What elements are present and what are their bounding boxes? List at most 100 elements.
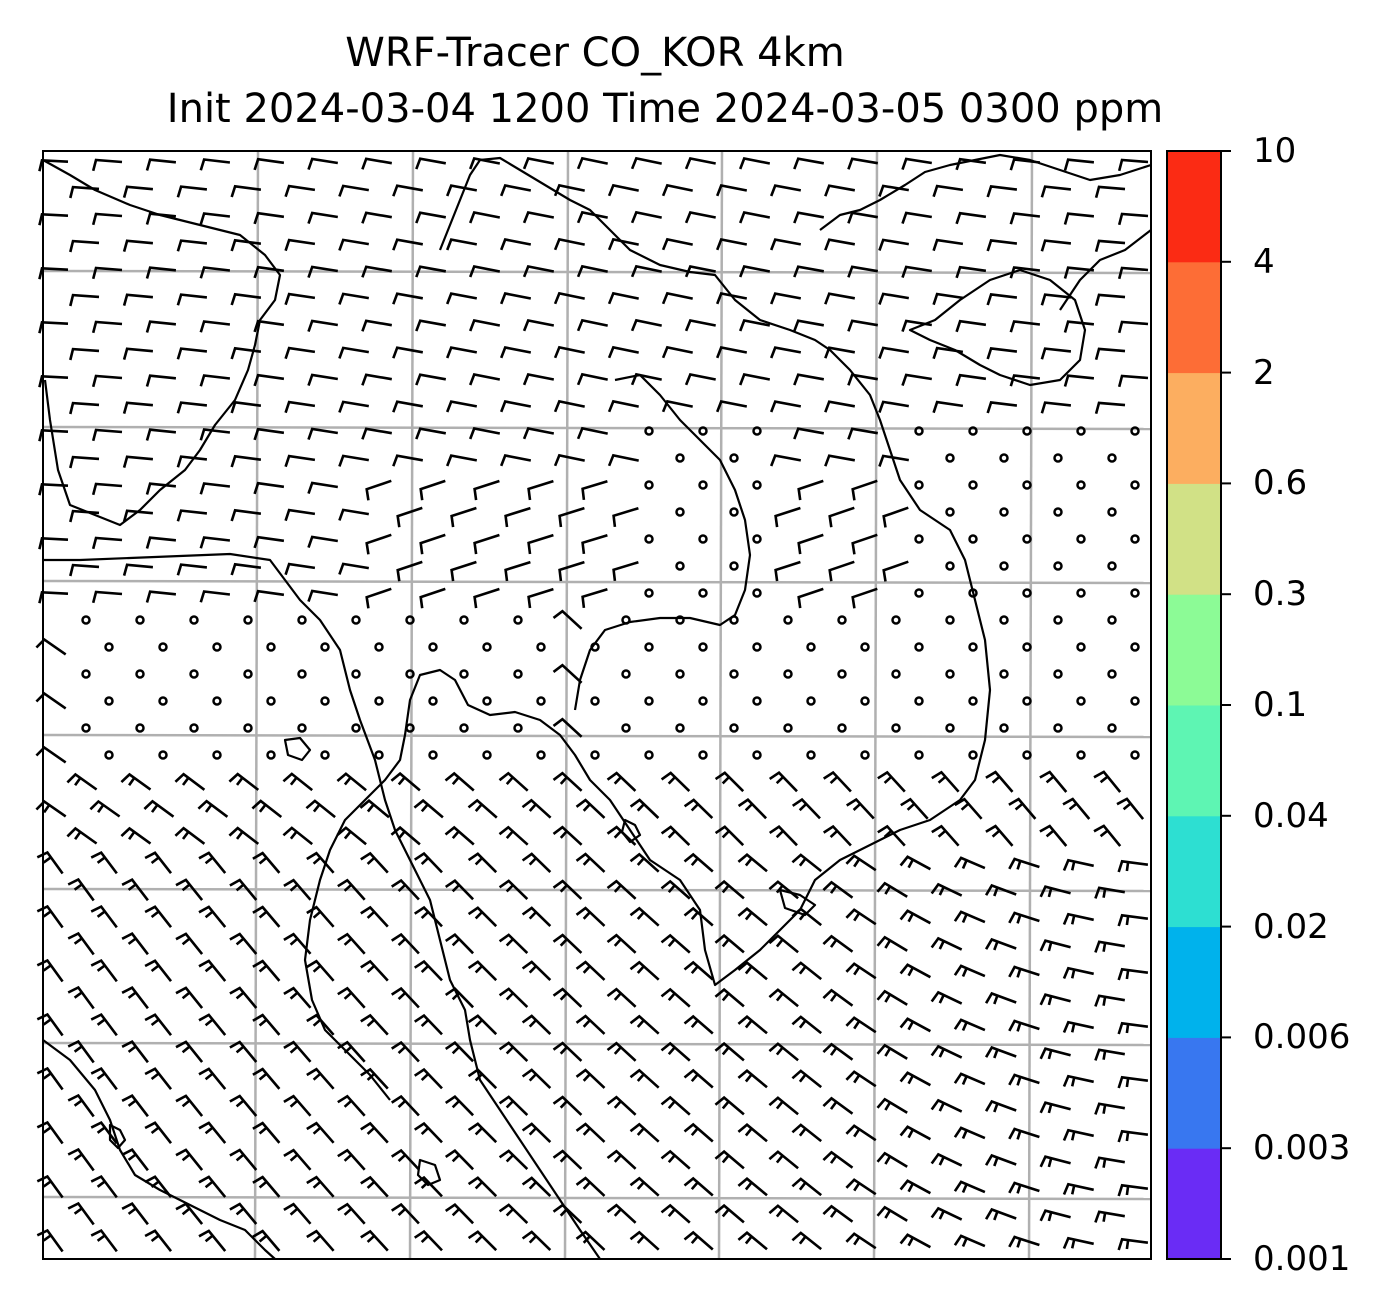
wind-barb — [229, 986, 258, 1009]
wind-barb — [198, 1013, 227, 1036]
wind-barb — [69, 239, 100, 253]
calm-wind-circle — [644, 750, 654, 760]
wind-barb — [360, 959, 389, 982]
wind-barb — [198, 1229, 227, 1252]
calm-wind-circle — [189, 723, 199, 733]
wind-barb — [36, 958, 64, 983]
gridline-parallel — [42, 425, 1152, 431]
wind-barb — [552, 1041, 583, 1062]
wind-barb — [91, 482, 123, 496]
wind-barb — [1039, 1209, 1071, 1222]
map-frame — [42, 150, 1152, 1260]
wind-barb — [683, 1230, 714, 1251]
calm-wind-circle — [513, 669, 523, 679]
calm-wind-circle — [513, 615, 523, 625]
wind-barb — [444, 771, 475, 792]
wind-barb — [768, 1204, 799, 1224]
coastline-island-5 — [416, 1158, 442, 1187]
wind-barb — [337, 1094, 366, 1117]
calm-wind-circle — [945, 561, 955, 571]
calm-wind-circle — [266, 696, 276, 706]
wind-barb — [737, 907, 768, 927]
wind-barb — [660, 1203, 691, 1224]
wind-barb — [336, 772, 367, 792]
gridline-meridian — [563, 150, 570, 1260]
wind-barb — [576, 318, 608, 332]
wind-barb — [468, 427, 501, 440]
gridline-meridian — [872, 150, 879, 1260]
wind-barb — [684, 211, 716, 224]
calm-wind-circle — [428, 750, 438, 760]
wind-barb — [984, 1207, 1017, 1221]
wind-barb — [338, 400, 370, 413]
wind-barb — [35, 799, 67, 818]
wind-barb — [365, 533, 392, 555]
wind-barb — [176, 293, 208, 306]
wind-barb — [444, 933, 475, 955]
wind-barb — [199, 158, 231, 171]
wind-barb — [145, 266, 177, 279]
colorbar-tick-label: 0.006 — [1253, 1017, 1351, 1058]
calm-wind-circle — [158, 642, 168, 652]
calm-wind-circle — [536, 696, 546, 706]
coastline-island-2 — [620, 818, 642, 844]
calm-wind-circle — [837, 615, 847, 625]
calm-wind-circle — [806, 696, 816, 706]
wind-barb — [738, 157, 771, 170]
wind-barb — [845, 1178, 877, 1196]
wind-barb — [230, 346, 262, 360]
calm-wind-circle — [1053, 615, 1063, 625]
wind-barb — [338, 346, 370, 359]
wind-barb — [144, 905, 173, 929]
calm-wind-circle — [999, 669, 1009, 679]
wind-barb — [143, 799, 175, 818]
wind-barb — [122, 509, 154, 522]
wind-barb — [552, 1149, 583, 1170]
wind-barb — [197, 799, 229, 818]
wind-barb — [1008, 857, 1040, 870]
wind-barb — [575, 798, 606, 819]
wind-barb — [552, 663, 583, 684]
wind-barb — [176, 401, 208, 414]
wind-barb — [552, 879, 583, 900]
calm-wind-circle — [189, 669, 199, 679]
wind-barb — [932, 292, 964, 306]
wind-barb — [283, 1148, 312, 1171]
wind-barb — [899, 963, 932, 979]
wind-barb — [36, 1174, 64, 1199]
wind-barb — [1063, 374, 1095, 387]
wind-barb — [1094, 1210, 1126, 1223]
wind-barb — [845, 1232, 877, 1250]
wind-barb — [828, 560, 855, 582]
wind-barb — [390, 771, 421, 792]
wind-barb — [35, 691, 67, 710]
wind-barb — [986, 400, 1018, 414]
wind-barb — [768, 988, 799, 1008]
wind-barb — [1009, 158, 1041, 171]
wind-barb — [307, 427, 339, 441]
calm-wind-circle — [945, 507, 955, 517]
calm-wind-circle — [1107, 669, 1117, 679]
wind-barb — [229, 1202, 258, 1225]
wind-barb — [824, 346, 856, 359]
wind-barb — [851, 479, 878, 501]
wind-barb — [144, 959, 173, 983]
wind-barb — [683, 906, 714, 927]
wind-barb — [1009, 266, 1041, 279]
wind-barb — [899, 1233, 932, 1249]
wind-barb — [307, 373, 339, 387]
wind-barb — [769, 238, 802, 251]
wind-barb — [847, 265, 879, 278]
wind-barb — [499, 346, 532, 359]
wind-barb — [419, 533, 446, 555]
wind-barb — [876, 881, 908, 898]
calm-wind-circle — [243, 615, 253, 625]
wind-barb — [35, 637, 67, 656]
wind-barb — [1117, 266, 1149, 280]
calm-wind-circle — [914, 588, 924, 598]
wind-barb — [498, 825, 529, 846]
wind-barb — [450, 560, 477, 582]
wind-barb — [198, 1121, 227, 1144]
wind-barb — [306, 905, 335, 928]
wind-barb — [1062, 1074, 1094, 1088]
